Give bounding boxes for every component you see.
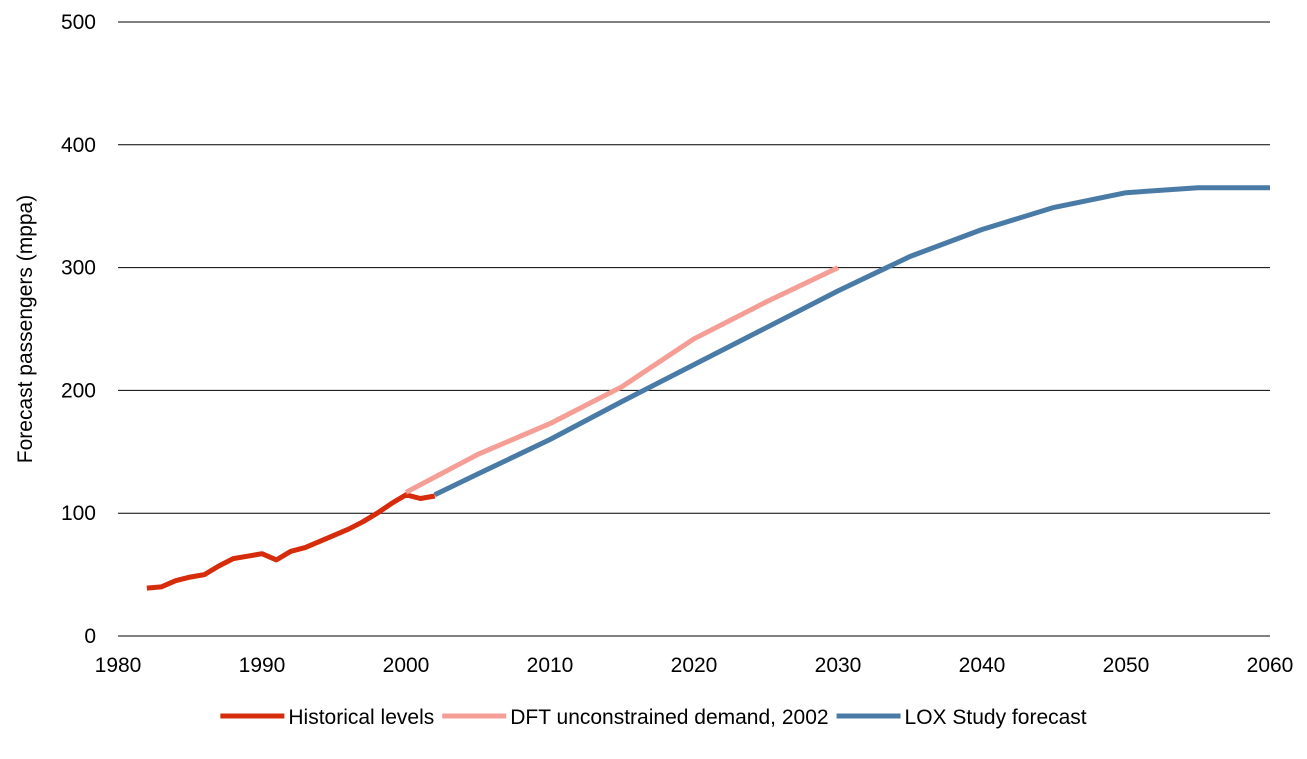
x-tick-label: 2000 [383, 654, 430, 677]
y-axis-ticks: 0 100 200 300 400 500 [61, 11, 96, 648]
gridlines [118, 21, 1270, 637]
x-tick-label: 2010 [527, 654, 574, 677]
x-tick-label: 1980 [95, 654, 142, 677]
y-tick-label: 0 [84, 625, 96, 648]
legend: Historical levels DFT unconstrained deman… [220, 706, 1087, 729]
legend-label-1: Historical levels [288, 706, 434, 729]
series-lines [146, 185, 1270, 591]
y-tick-label: 200 [61, 379, 96, 402]
y-tick-label: 100 [61, 502, 96, 525]
series-line-1 [146, 492, 436, 591]
x-tick-label: 1990 [239, 654, 286, 677]
series-line-2 [404, 265, 840, 495]
legend-label-2: DFT unconstrained demand, 2002 [510, 706, 828, 729]
y-tick-label: 300 [61, 257, 96, 280]
x-tick-label: 2050 [1103, 654, 1150, 677]
series-line-3 [433, 185, 1270, 498]
legend-label-3: LOX Study forecast [905, 706, 1087, 729]
x-tick-label: 2040 [959, 654, 1006, 677]
x-axis-ticks: 1980 1990 2000 2010 2020 2030 2040 2050 2060 [95, 654, 1294, 677]
y-axis-label: Forecast passengers (mppa) [14, 195, 37, 463]
x-tick-label: 2060 [1247, 654, 1294, 677]
y-tick-label: 500 [61, 11, 96, 34]
x-tick-label: 2030 [815, 654, 862, 677]
x-tick-label: 2020 [671, 654, 718, 677]
y-tick-label: 400 [61, 134, 96, 157]
